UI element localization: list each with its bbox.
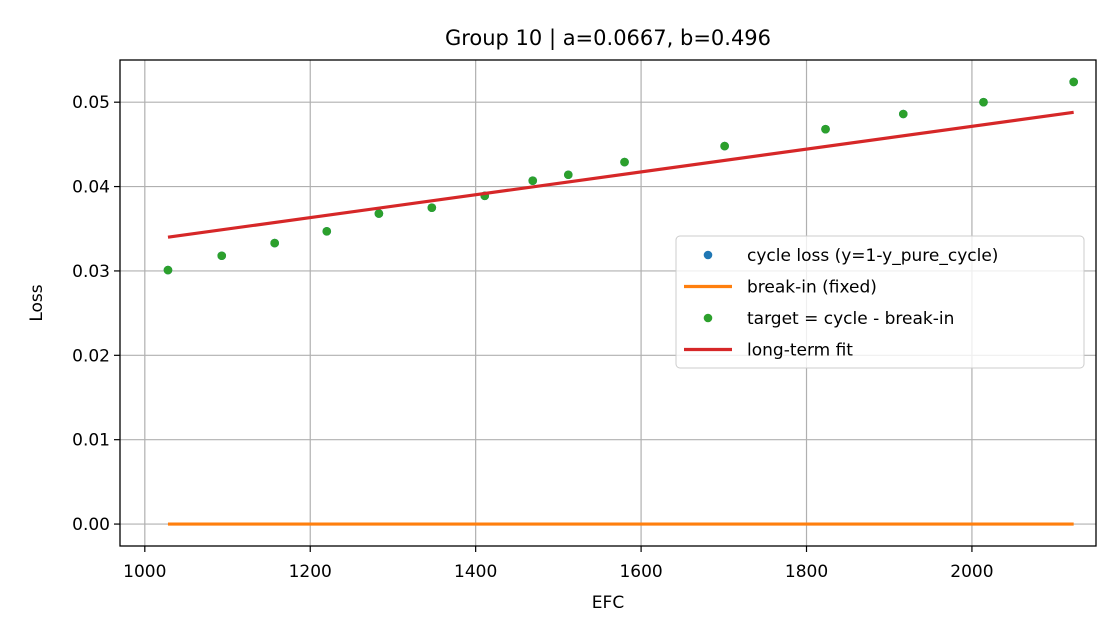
chart-title: Group 10 | a=0.0667, b=0.496 xyxy=(445,26,771,51)
data-point-target-cycle-break-in xyxy=(563,170,573,180)
data-point-target-cycle-break-in xyxy=(720,141,729,151)
y-axis-label: Loss xyxy=(27,284,47,321)
y-tick-label: 0.02 xyxy=(72,346,110,366)
data-point-target-cycle-break-in xyxy=(270,238,279,248)
y-tick-label: 0.01 xyxy=(72,431,110,451)
data-point-target-cycle-break-in xyxy=(374,209,384,218)
series-line-long-term-fit xyxy=(167,110,1074,239)
x-tick-label: 2000 xyxy=(950,562,993,582)
data-point-target-cycle-break-in xyxy=(427,203,437,212)
y-tick-label: 0.05 xyxy=(72,93,110,113)
data-point-target-cycle-break-in xyxy=(898,109,908,119)
axis-ticks: 1000 1200 1400 1600 1800 2000 0.00 0.01 0.02 0.03… xyxy=(72,93,993,582)
data-point-target-cycle-break-in xyxy=(217,251,227,261)
legend-label-long-term-fit: long-term fit xyxy=(747,341,853,361)
data-point-target-cycle-break-in xyxy=(322,226,332,236)
legend-label-cycle-loss-y-1-y-pure-cycle: cycle loss (y=1-y_pure_cycle) xyxy=(747,246,998,266)
data-point-target-cycle-break-in xyxy=(1069,77,1078,87)
y-tick-label: 0.04 xyxy=(72,178,110,198)
data-point-target-cycle-break-in xyxy=(620,157,629,167)
data-point-target-cycle-break-in xyxy=(528,176,538,185)
data-point-target-cycle-break-in xyxy=(163,265,173,275)
plot-frame xyxy=(119,59,1097,547)
legend-label-break-in-fixed: break-in (fixed) xyxy=(747,278,877,298)
legend-swatch-cycle-loss-y-1-y-pure-cycle xyxy=(703,250,713,260)
x-tick-label: 1800 xyxy=(785,562,828,582)
y-tick-label: 0.03 xyxy=(72,262,110,282)
legend: cycle loss (y=1-y_pure_cycle) break-in (f… xyxy=(675,235,1085,369)
data-point-target-cycle-break-in xyxy=(979,97,988,107)
legend-box xyxy=(675,235,1085,369)
x-tick-label: 1000 xyxy=(123,562,166,582)
legend-label-target-cycle-break-in: target = cycle - break-in xyxy=(747,309,954,329)
plot-series xyxy=(163,77,1078,526)
x-tick-label: 1600 xyxy=(619,562,662,582)
x-axis-label: EFC xyxy=(592,593,624,613)
legend-swatch-target-cycle-break-in xyxy=(703,313,713,323)
x-tick-label: 1200 xyxy=(289,562,332,582)
y-tick-label: 0.00 xyxy=(72,515,110,535)
x-tick-label: 1400 xyxy=(454,562,497,582)
data-point-target-cycle-break-in xyxy=(821,124,830,134)
